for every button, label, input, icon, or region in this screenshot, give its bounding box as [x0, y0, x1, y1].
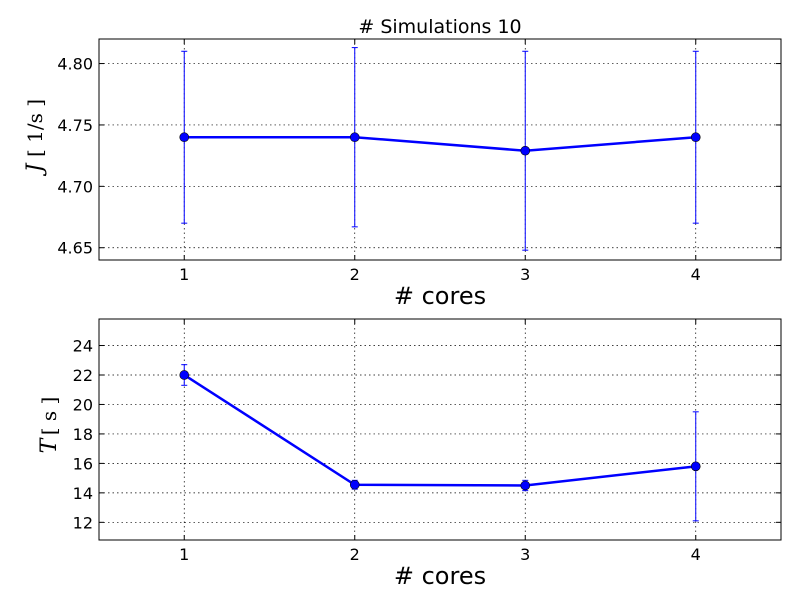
y-tick-label: 4.70 [57, 177, 93, 196]
y-tick-label: 4.75 [57, 116, 93, 135]
data-point [520, 480, 531, 491]
y-axis-label: J [ 1/s ] [23, 99, 48, 176]
data-layer [179, 47, 701, 251]
x-tick-label: 2 [350, 265, 360, 284]
data-point [690, 132, 701, 143]
y-axis-label-symbol: T [37, 436, 62, 453]
chart-title: # Simulations 10 [358, 16, 521, 38]
y-tick-label: 4.80 [57, 55, 93, 74]
y-axis-label-unit: [ 1/s ] [23, 99, 47, 157]
y-tick-label: 4.65 [57, 239, 93, 258]
data-point [690, 461, 701, 472]
series-line [183, 373, 696, 487]
data-point [349, 479, 360, 490]
y-axis-label-unit: [ s ] [37, 397, 61, 436]
grid [99, 319, 781, 540]
data-point [349, 132, 360, 143]
x-axis-label: # cores [394, 562, 486, 590]
x-tick-label: 3 [520, 545, 530, 564]
x-axis-label: # cores [394, 282, 486, 310]
y-tick-label: 14 [73, 484, 93, 503]
x-tick-label: 3 [520, 265, 530, 284]
x-tick-label: 1 [179, 545, 189, 564]
y-axis-label: T [ s ] [37, 397, 62, 454]
x-tick-label: 4 [691, 545, 701, 564]
data-point [179, 132, 190, 143]
y-tick-label: 24 [73, 337, 93, 356]
data-point [179, 370, 190, 380]
plot-frame [98, 38, 782, 261]
data-point [520, 145, 531, 156]
x-tick-label: 2 [350, 545, 360, 564]
y-tick-label: 20 [73, 395, 93, 414]
data-layer [179, 364, 701, 522]
x-tick-label: 4 [691, 265, 701, 284]
y-axis-label-symbol: J [23, 162, 48, 176]
y-tick-label: 16 [73, 454, 93, 473]
y-tick-label: 22 [73, 366, 93, 385]
throughput-panel: # Simulations 10 J [ 1/s ] # cores 1 2 3 4 4… [23, 16, 782, 310]
y-tick-label: 12 [73, 513, 93, 532]
plot-frame [98, 318, 782, 541]
series-line [184, 135, 696, 152]
y-tick-label: 18 [73, 425, 93, 444]
axes: 1 2 3 4 4.65 4.70 4.75 4.80 [57, 38, 782, 284]
x-tick-label: 1 [179, 265, 189, 284]
